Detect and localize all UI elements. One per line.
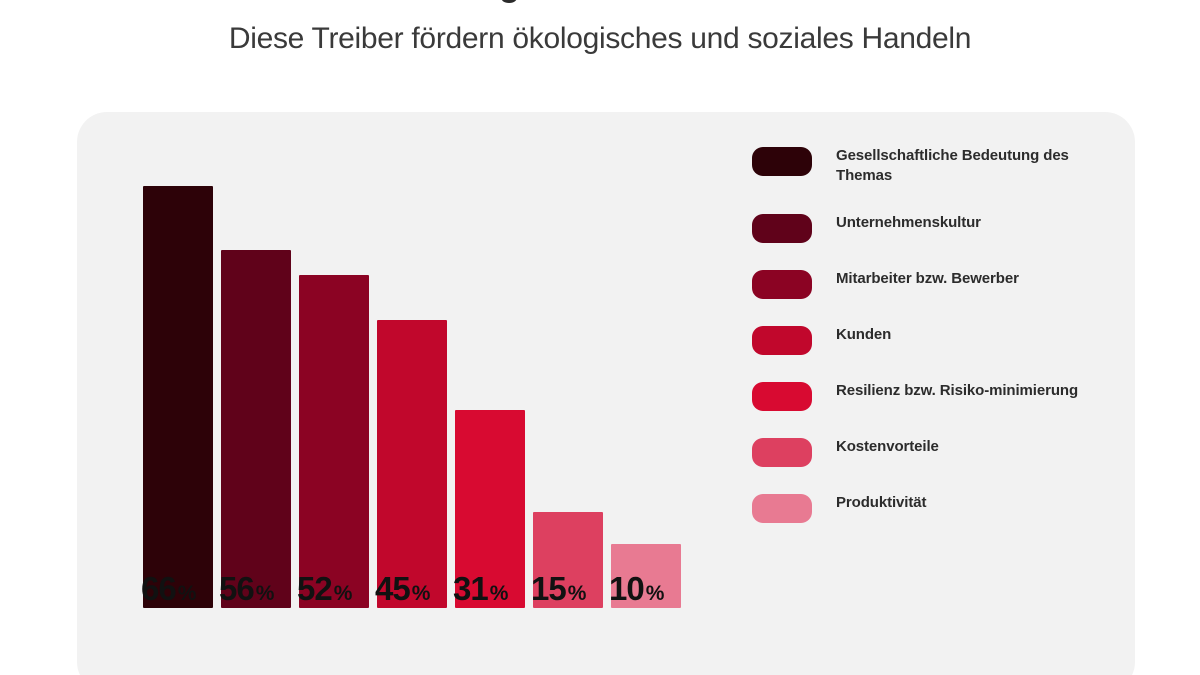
page-subtitle: Diese Treiber fördern ökologisches und s… bbox=[228, 22, 972, 55]
chart-bar bbox=[533, 512, 603, 608]
bar-value-unit: % bbox=[177, 582, 197, 605]
chart-bar bbox=[221, 249, 291, 608]
legend-item-label: Resilienz bzw. Risiko-minimierung bbox=[836, 381, 1079, 399]
bar-value-number: 66 bbox=[141, 570, 177, 607]
bar-value-number: 56 bbox=[219, 570, 255, 607]
legend-color-swatch bbox=[752, 269, 812, 299]
chart-bar bbox=[377, 320, 447, 608]
bar-value-number: 45 bbox=[375, 570, 411, 607]
page-title: Nachhaltigkeit im Unternehmen bbox=[0, 0, 1200, 6]
legend-item[interactable]: Kunden bbox=[752, 325, 1122, 355]
bar-value-unit: % bbox=[567, 582, 587, 605]
legend-color-swatch bbox=[752, 437, 812, 467]
chart-bar bbox=[143, 185, 213, 608]
legend-item-label: Mitarbeiter bzw. Bewerber bbox=[836, 269, 1019, 287]
bar-value-unit: % bbox=[645, 582, 665, 605]
bar-value-unit: % bbox=[411, 582, 431, 605]
bar-value-label: 66% bbox=[141, 572, 196, 605]
legend-item[interactable]: Kostenvorteile bbox=[752, 437, 1122, 467]
bar-value-unit: % bbox=[333, 582, 353, 605]
bar-value-unit: % bbox=[489, 582, 509, 605]
legend-item-label: Kunden bbox=[836, 325, 892, 343]
bar-value-unit: % bbox=[255, 582, 275, 605]
legend-item[interactable]: Gesellschaftliche Bedeutung des Themas bbox=[752, 146, 1122, 187]
legend-item[interactable]: Resilienz bzw. Risiko-minimierung bbox=[752, 381, 1122, 411]
legend-color-swatch bbox=[752, 213, 812, 243]
legend-item[interactable]: Produktivität bbox=[752, 493, 1122, 523]
bar-value-label: 52% bbox=[297, 572, 352, 605]
bar-value-number: 15 bbox=[531, 570, 567, 607]
chart-bar bbox=[455, 409, 525, 608]
bar-value-label: 31% bbox=[453, 572, 508, 605]
bar-chart-plot: 66% 56% 52% 45% 31% 15% 10% bbox=[141, 112, 763, 675]
legend-color-swatch bbox=[752, 325, 812, 355]
legend-item-label: Gesellschaftliche Bedeutung des Themas bbox=[836, 147, 1069, 185]
legend-item[interactable]: Unternehmenskultur bbox=[752, 213, 1122, 243]
legend-item-label: Kostenvorteile bbox=[836, 437, 939, 455]
legend-item[interactable]: Mitarbeiter bzw. Bewerber bbox=[752, 269, 1122, 299]
chart-bar bbox=[611, 544, 681, 608]
legend-color-swatch bbox=[752, 381, 812, 411]
bar-value-number: 10 bbox=[609, 570, 645, 607]
bar-value-number: 31 bbox=[453, 570, 489, 607]
bar-value-label: 56% bbox=[219, 572, 274, 605]
chart-legend: Gesellschaftliche Bedeutung des Themas Un… bbox=[752, 146, 1122, 549]
legend-item-label: Produktivität bbox=[836, 493, 927, 511]
legend-item-label: Unternehmenskultur bbox=[836, 213, 981, 231]
chart-bar bbox=[299, 275, 369, 608]
legend-color-swatch bbox=[752, 493, 812, 523]
bar-value-label: 45% bbox=[375, 572, 430, 605]
legend-color-swatch bbox=[752, 147, 812, 176]
chart-card: 66% 56% 52% 45% 31% 15% 10% Gesellschaftliche … bbox=[77, 112, 1135, 675]
bar-value-number: 52 bbox=[297, 570, 333, 607]
bar-value-label: 15% bbox=[531, 572, 586, 605]
bar-value-label: 10% bbox=[609, 572, 664, 605]
